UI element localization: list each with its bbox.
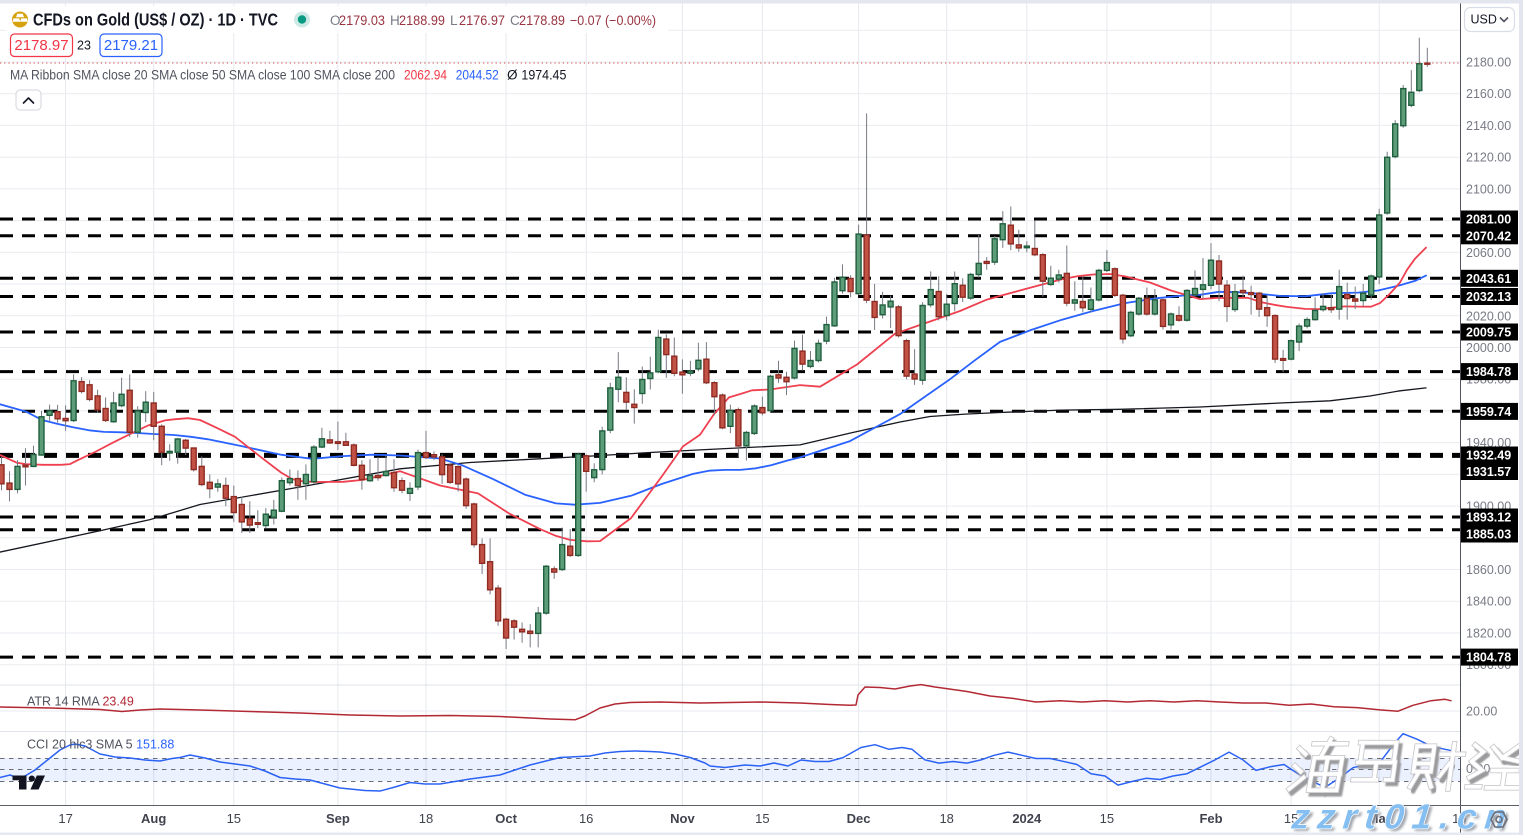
svg-text:18: 18 [939, 811, 953, 826]
svg-text:USD: USD [1471, 13, 1497, 27]
svg-text:2140.00: 2140.00 [1466, 119, 1511, 133]
svg-text:2176.97: 2176.97 [459, 13, 505, 28]
svg-text:CCI 20 hlc3 SMA 5 151.88: CCI 20 hlc3 SMA 5 151.88 [27, 738, 174, 752]
svg-text:Feb: Feb [1199, 811, 1222, 826]
svg-text:2188.99: 2188.99 [399, 13, 445, 28]
svg-text:2120.00: 2120.00 [1466, 151, 1511, 165]
svg-text:2000.00: 2000.00 [1466, 341, 1511, 355]
svg-text:2179.03: 2179.03 [339, 13, 385, 28]
svg-text:zzrt01.cn: zzrt01.cn [1289, 798, 1516, 835]
svg-text:1931.57: 1931.57 [1466, 465, 1511, 479]
svg-text:15: 15 [1452, 811, 1466, 826]
svg-text:2032.13: 2032.13 [1466, 290, 1511, 304]
svg-text:2044.52: 2044.52 [456, 68, 499, 83]
svg-text:zzrt01.cn: zzrt01.cn [1292, 800, 1519, 835]
svg-text:15: 15 [227, 811, 241, 826]
svg-text:20.00: 20.00 [1466, 705, 1497, 719]
svg-text:O: O [330, 13, 341, 28]
svg-text:2009.75: 2009.75 [1466, 326, 1511, 340]
svg-text:1932.49: 1932.49 [1466, 449, 1511, 463]
svg-text:ATR 14 RMA 23.49: ATR 14 RMA 23.49 [27, 695, 134, 709]
svg-text:1820.00: 1820.00 [1466, 626, 1511, 640]
svg-text:2178.97: 2178.97 [14, 37, 68, 54]
svg-text:2070.42: 2070.42 [1466, 229, 1511, 243]
svg-text:1840.00: 1840.00 [1466, 595, 1511, 609]
svg-text:CFDs on Gold (US$ / OZ) · 1D ·: CFDs on Gold (US$ / OZ) · 1D · TVC [33, 10, 278, 30]
svg-text:1893.12: 1893.12 [1466, 511, 1511, 525]
svg-text:−0.07 (−0.00%): −0.07 (−0.00%) [570, 13, 656, 28]
svg-text:15: 15 [1100, 811, 1114, 826]
svg-text:Nov: Nov [670, 811, 695, 826]
svg-text:1860.00: 1860.00 [1466, 563, 1511, 577]
svg-text:2179.21: 2179.21 [104, 37, 158, 54]
svg-text:2180.00: 2180.00 [1466, 56, 1511, 70]
svg-text:2100.00: 2100.00 [1466, 182, 1511, 196]
svg-text:Mar: Mar [1368, 811, 1391, 826]
svg-text:2081.00: 2081.00 [1466, 213, 1511, 227]
svg-text:MA Ribbon SMA close 20 SMA clo: MA Ribbon SMA close 20 SMA close 50 SMA … [10, 68, 395, 83]
svg-text:Ø: Ø [507, 68, 518, 83]
svg-text:18: 18 [419, 811, 433, 826]
svg-text:2160.00: 2160.00 [1466, 87, 1511, 101]
svg-text:2062.94: 2062.94 [404, 68, 447, 83]
svg-text:16: 16 [579, 811, 593, 826]
svg-text:2024: 2024 [1012, 811, 1042, 826]
svg-text:1974.45: 1974.45 [521, 68, 566, 83]
svg-text:15: 15 [1284, 811, 1298, 826]
svg-text:2178.89: 2178.89 [519, 13, 565, 28]
svg-text:1984.78: 1984.78 [1466, 365, 1511, 379]
svg-text:15: 15 [755, 811, 769, 826]
svg-text:L: L [450, 13, 458, 28]
svg-text:17: 17 [58, 811, 72, 826]
svg-text:1804.78: 1804.78 [1466, 651, 1511, 665]
svg-text:Sep: Sep [326, 811, 350, 826]
svg-text:2020.00: 2020.00 [1466, 309, 1511, 323]
svg-text:2043.61: 2043.61 [1466, 272, 1511, 286]
svg-text:Dec: Dec [847, 811, 871, 826]
svg-text:2060.00: 2060.00 [1466, 246, 1511, 260]
svg-text:Aug: Aug [141, 811, 166, 826]
svg-text:Oct: Oct [495, 811, 517, 826]
svg-text:1959.74: 1959.74 [1466, 405, 1511, 419]
svg-text:1885.03: 1885.03 [1466, 528, 1511, 542]
svg-text:H: H [390, 13, 400, 28]
svg-text:C: C [510, 13, 520, 28]
svg-text:23: 23 [77, 39, 91, 53]
